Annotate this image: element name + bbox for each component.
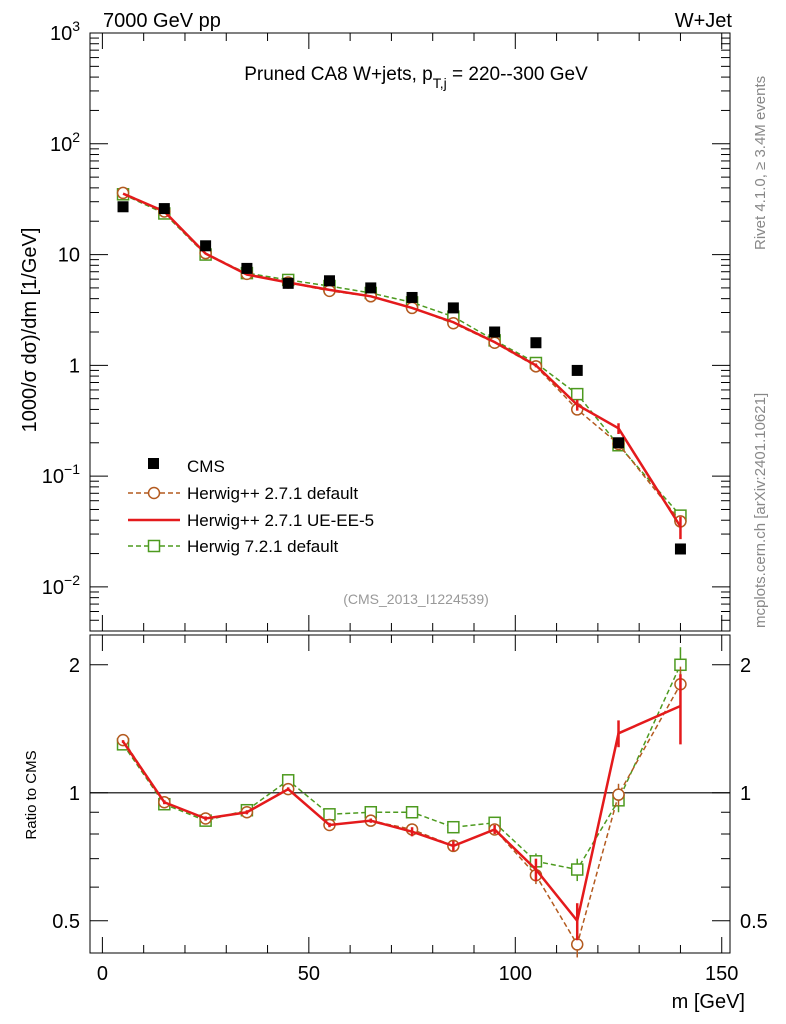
main-herwig7-line [122, 193, 682, 517]
legend-herwigpp-default-marker [147, 486, 161, 500]
main-y-tick-label: 10−2 [42, 572, 80, 599]
ratio-y-axis-label: Ratio to CMS [23, 750, 40, 839]
ratio-y-tick-label-left: 1 [69, 783, 80, 805]
ratio-y-ticks: 0.5 0.5 1 1 2 2 [52, 655, 768, 933]
main-cms-point [406, 291, 418, 303]
ratio-herwig7-point [323, 808, 336, 821]
ratio-panel-frame [89, 634, 731, 954]
ratio-y-tick-label-right: 1 [740, 783, 751, 805]
ratio-herwig7-point [570, 863, 584, 876]
legend: CMS Herwig++ 2.7.1 default Herwig++ 2.7.… [128, 457, 374, 556]
legend-cms-marker [148, 458, 159, 469]
main-cms-point [489, 326, 501, 338]
main-herwig7-point [570, 387, 584, 401]
main-y-axis-label: 1000/σ dσ)/dm [1/GeV] [19, 228, 41, 433]
main-cms-point [117, 201, 129, 213]
legend-cms-label: CMS [187, 457, 225, 476]
main-title: Pruned CA8 W+jets, pT,j = 220--300 GeV [244, 64, 588, 91]
main-y-tick-label: 103 [50, 18, 80, 45]
main-plot-area [116, 186, 687, 555]
main-y-tick-label: 10 [58, 245, 80, 267]
ratio-y-tick-label-left: 0.5 [52, 911, 80, 933]
main-cms-point [200, 240, 212, 252]
main-cms-point [530, 337, 542, 349]
rivet-version-label: Rivet 4.1.0, ≥ 3.4M events [752, 76, 769, 250]
main-cms-point [158, 203, 170, 215]
legend-herwig7-label: Herwig 7.2.1 default [187, 537, 338, 556]
header-left: 7000 GeV pp [103, 10, 221, 32]
main-cms-point [365, 282, 377, 294]
legend-herwigpp-ueee5-label: Herwig++ 2.7.1 UE-EE-5 [187, 511, 374, 530]
main-herwigpp-default-point [116, 186, 130, 200]
ratio-plot-area [90, 647, 730, 958]
main-x-ticks [101, 33, 723, 631]
x-tick-label: 50 [298, 963, 320, 985]
ratio-y-tick-label-left: 2 [69, 655, 80, 677]
x-tick-label: 100 [499, 963, 532, 985]
ratio-x-ticks: 0 50 100 150 [97, 635, 738, 985]
main-cms-point [241, 262, 253, 274]
analysis-id: (CMS_2013_I1224539) [343, 591, 489, 607]
main-cms-point [282, 277, 294, 289]
mcplots-label: mcplots.cern.ch [arXiv:2401.10621] [752, 393, 769, 628]
ratio-y-tick-label-right: 0.5 [740, 911, 768, 933]
x-tick-label: 0 [97, 963, 108, 985]
ratio-herwigpp_default-line [122, 683, 682, 947]
legend-herwigpp-default-label: Herwig++ 2.7.1 default [187, 484, 358, 503]
main-herwigpp_ueee5-line [122, 192, 682, 528]
main-y-tick-label: 102 [50, 129, 80, 156]
main-panel-frame [89, 32, 731, 632]
ratio-herwigpp-default-point [612, 788, 625, 801]
main-cms-point [447, 302, 459, 314]
ratio-herwig7-line [122, 664, 682, 871]
x-axis-label: m [GeV] [672, 991, 745, 1013]
x-tick-label: 150 [705, 963, 738, 985]
ratio-herwig7-point [447, 820, 460, 834]
main-cms-point [613, 437, 625, 449]
legend-herwig7-marker [147, 539, 161, 553]
ratio-herwigpp_ueee5-line [121, 704, 681, 924]
main-y-tick-label: 10−1 [42, 461, 80, 488]
main-y-tick-label: 1 [69, 355, 80, 377]
ratio-y-tick-label-right: 2 [740, 655, 751, 677]
header-right: W+Jet [675, 10, 733, 32]
main-cms-point [571, 364, 583, 376]
ratio-herwigpp-default-point [570, 938, 584, 951]
main-cms-point [323, 275, 335, 287]
ratio-herwig7-point [405, 805, 419, 819]
main-y-ticks: 10−2 10−1 1 10 102 103 [42, 18, 730, 632]
main-cms-point [674, 543, 686, 555]
